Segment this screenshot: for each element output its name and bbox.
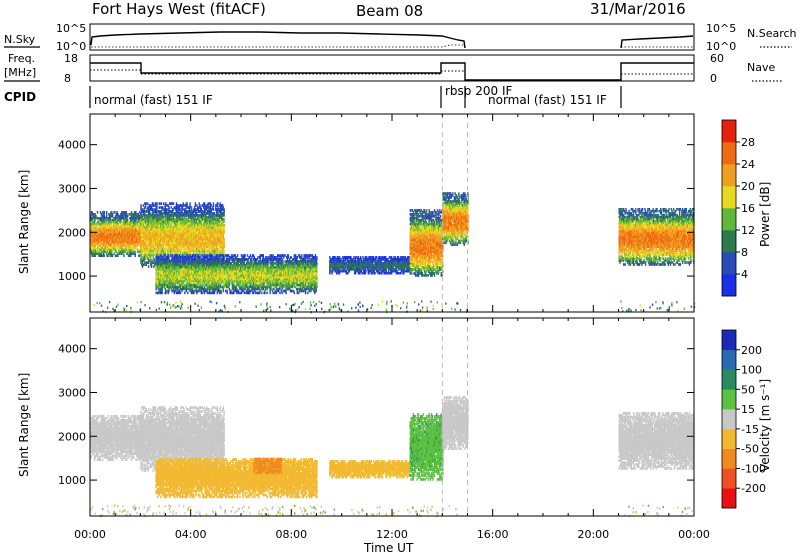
echo-cell — [155, 248, 156, 251]
echo-cell — [152, 208, 153, 211]
noise-left-tick-top: 10^5 — [56, 22, 86, 35]
echo-cell — [123, 254, 124, 257]
echo-cell — [166, 208, 167, 211]
echo-cell — [143, 204, 144, 207]
echo-cell — [144, 210, 145, 213]
echo-cell — [135, 211, 136, 214]
beam-title: Beam 08 — [356, 2, 423, 20]
noise-search-trace-left — [91, 45, 465, 49]
echo-cell — [163, 202, 164, 205]
echo-cell — [146, 214, 147, 217]
echo-cell — [121, 211, 122, 214]
echo-cell — [156, 202, 157, 205]
noise-sky-trace-right — [621, 36, 693, 48]
echo-cell — [146, 202, 147, 205]
echo-cell — [99, 249, 100, 252]
freq-panel: Freq. [MHz] 18 8 60 0 Nave — [4, 52, 782, 85]
echo-cell — [92, 211, 93, 214]
freq-left-tick-top: 18 — [64, 52, 78, 65]
nave-label: Nave — [747, 61, 775, 74]
echo-cell — [114, 211, 115, 214]
noise-panel: N.Sky 10^5 10^0 10^5 10^0 N.Search — [4, 22, 797, 53]
power-echo-cells — [90, 114, 695, 313]
echo-cell — [104, 211, 105, 214]
echo-cell — [95, 215, 96, 218]
freq-right-tick-bottom: 0 — [710, 72, 717, 85]
echo-cell — [161, 202, 162, 205]
freq-label: Freq. — [8, 52, 35, 65]
mhz-label: [MHz] — [4, 66, 36, 79]
echo-cell — [159, 206, 160, 209]
cpid-label: CPID — [4, 90, 36, 104]
noise-right-tick-top: 10^5 — [706, 22, 736, 35]
echo-cell — [110, 243, 111, 246]
echo-cell — [122, 221, 123, 224]
nsearch-label: N.Search — [747, 27, 797, 40]
echo-cell — [112, 254, 113, 257]
echo-cell — [147, 202, 148, 205]
echo-cell — [159, 202, 160, 205]
freq-trace — [90, 63, 694, 80]
nsky-label: N.Sky — [4, 33, 36, 46]
echo-cell — [112, 213, 113, 216]
cpid-strip: CPID normal (fast) 151 IF rbsp 200 IF no… — [4, 84, 621, 108]
echo-cell — [139, 254, 140, 257]
echo-cell — [135, 251, 136, 254]
echo-cell — [117, 213, 118, 216]
echo-cell — [162, 212, 163, 215]
cpid-segment-1: normal (fast) 151 IF — [94, 93, 213, 107]
echo-cell — [116, 254, 117, 257]
freq-right-tick-top: 60 — [710, 52, 724, 65]
echo-cell — [153, 204, 154, 207]
echo-cell — [113, 252, 114, 255]
echo-cell — [101, 254, 102, 257]
echo-cell — [148, 265, 149, 268]
echo-cell — [97, 211, 98, 214]
echo-cell — [127, 215, 128, 218]
echo-cell — [104, 254, 105, 257]
station-title: Fort Hays West (fitACF) — [92, 0, 266, 18]
echo-cell — [140, 204, 141, 207]
date-title: 31/Mar/2016 — [590, 0, 686, 18]
echo-cell — [165, 202, 166, 205]
rti-figure: Fort Hays West (fitACF) Beam 08 31/Mar/2… — [0, 0, 800, 554]
echo-cell — [129, 213, 130, 216]
freq-left-tick-bottom: 8 — [64, 72, 71, 85]
echo-cell — [116, 251, 117, 254]
echo-cell — [117, 252, 118, 255]
cpid-segment-3: normal (fast) 151 IF — [488, 93, 607, 107]
noise-sky-trace-left — [91, 32, 465, 48]
echo-cell — [144, 261, 145, 264]
echo-cell — [106, 211, 107, 214]
echo-cell — [143, 263, 144, 266]
